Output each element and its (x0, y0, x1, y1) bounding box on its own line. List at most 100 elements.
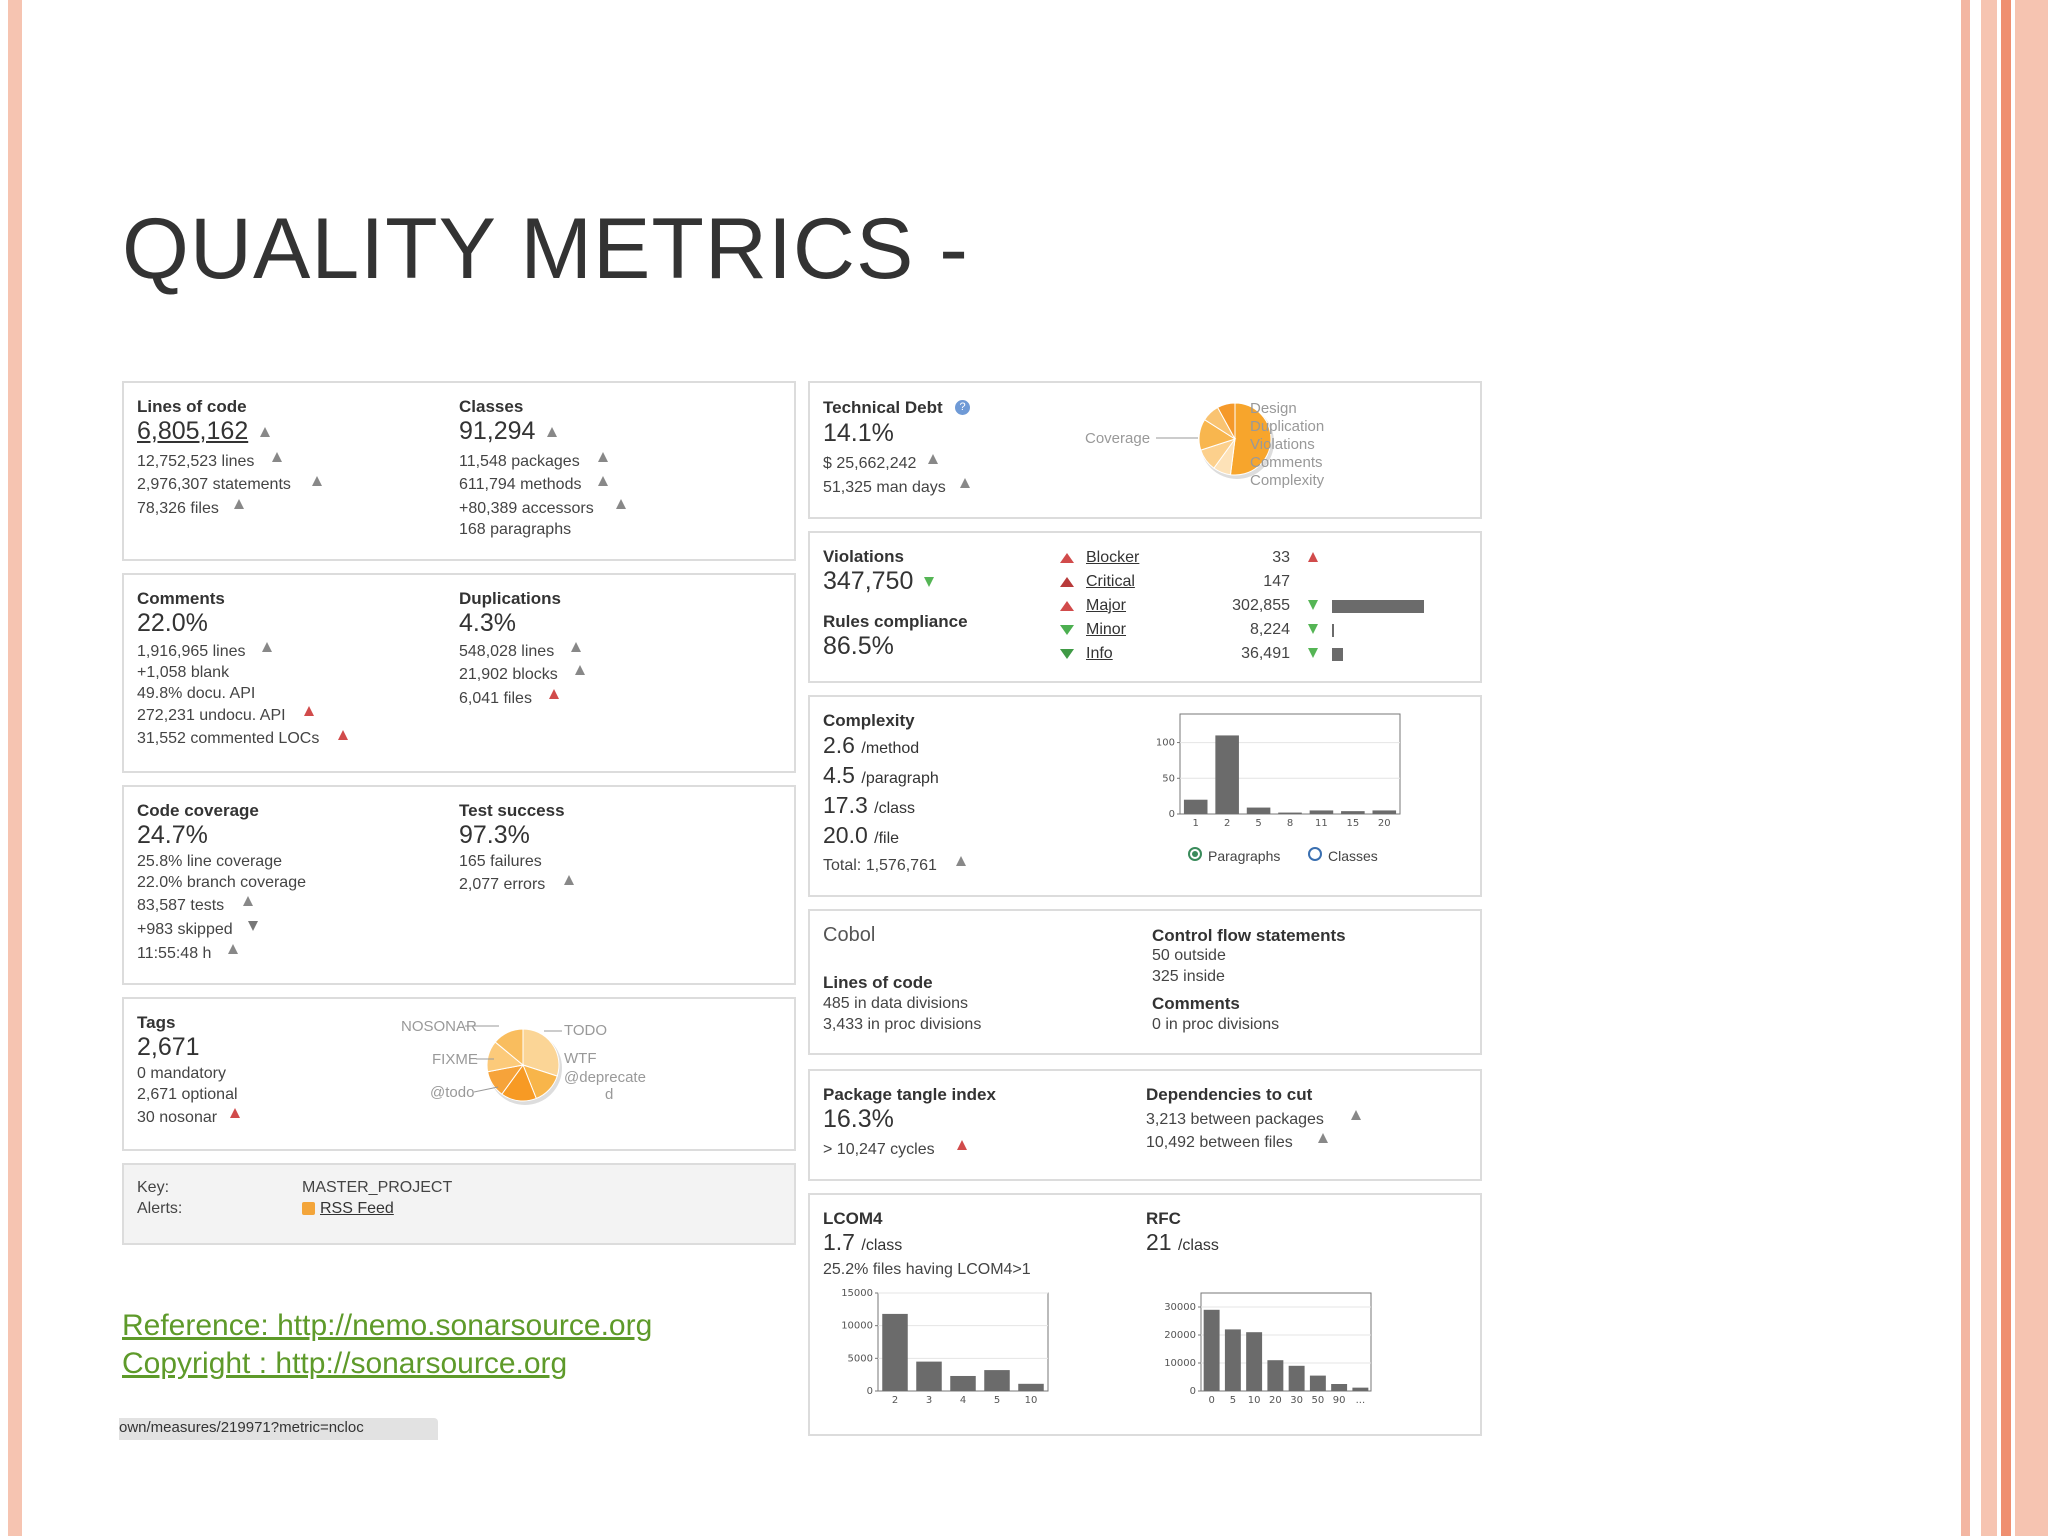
pie-label-nosonar: NOSONAR (401, 1018, 477, 1035)
x-tick-label: 30 (1290, 1395, 1303, 1406)
trend-down-green-icon (924, 577, 934, 587)
trend-up-icon (234, 499, 244, 509)
trend-down-green-icon (1308, 648, 1318, 658)
cobol-data-div: 485 in data divisions (823, 995, 968, 1012)
pie-label-duplication: Duplication (1250, 418, 1324, 435)
trend-up-icon (564, 875, 574, 885)
complexity-distribution-chart: 0 50 100 1 2 5 8 11 15 20 (1156, 713, 1401, 829)
browser-status-bar: own/measures/219971?metric=ncloc (119, 1418, 438, 1440)
trend-up-icon (547, 427, 557, 437)
loc-value[interactable]: 6,805,162 (137, 417, 249, 445)
key-label: Key: (137, 1179, 170, 1196)
y-tick-label: 20000 (1164, 1330, 1196, 1341)
tags-pie-chart: NOSONAR FIXME @todo TODO WTF @deprecate … (401, 1018, 646, 1105)
severity-major-link[interactable]: Major (1086, 597, 1127, 614)
right-border-stripe-1 (1961, 0, 1970, 1536)
severity-minor-bar (1332, 624, 1334, 637)
coverage-time: 11:55:48 h (137, 945, 212, 962)
bar-10 (1246, 1332, 1263, 1391)
tangle-panel: Package tangle index 16.3% > 10,247 cycl… (808, 1069, 1482, 1181)
y-tick-label: 0 (1190, 1386, 1196, 1397)
severity-minor-icon (1060, 625, 1074, 635)
cobol-proc-div: 3,433 in proc divisions (823, 1016, 982, 1033)
tangle-cycles: > 10,247 cycles (823, 1141, 935, 1158)
radio-dot (1192, 851, 1198, 857)
lcom-label: LCOM4 (823, 1209, 883, 1228)
trend-up-icon (598, 476, 608, 486)
bar-3 (916, 1361, 942, 1391)
test-success-value: 97.3% (459, 821, 530, 849)
trend-up-icon (312, 476, 322, 486)
comments-value: 22.0% (137, 609, 208, 637)
rss-feed-link[interactable]: RSS Feed (320, 1200, 394, 1217)
severity-minor-link[interactable]: Minor (1086, 621, 1127, 638)
severity-critical-icon (1060, 577, 1074, 587)
lcom4-distribution-chart: 0 5000 10000 15000 2 3 4 5 10 (841, 1288, 1049, 1406)
rfc-distribution-chart: 0 10000 20000 30000 0 5 10 20 30 50 90... (1164, 1292, 1372, 1406)
loc-statements: 2,976,307 statements (137, 476, 291, 493)
loc-label: Lines of code (137, 397, 247, 416)
y-tick-label: 15000 (841, 1288, 873, 1299)
right-border-stripe-2 (1981, 0, 1997, 1536)
bar-5 (1246, 807, 1271, 814)
severity-info-link[interactable]: Info (1086, 645, 1113, 662)
tangle-value: 16.3% (823, 1105, 894, 1133)
pie-label-todo-at: @todo (430, 1084, 474, 1101)
copyright-link[interactable]: Copyright : http://sonarsource.org (122, 1347, 568, 1380)
x-tick-label: 0 (1208, 1395, 1214, 1406)
comments-panel: Comments 22.0% 1,916,965 lines +1,058 bl… (122, 573, 796, 773)
pie-slice-todo (522, 1028, 560, 1077)
alerts-label: Alerts: (137, 1200, 183, 1217)
duplications-files: 6,041 files (459, 690, 532, 707)
project-panel: Key: MASTER_PROJECT Alerts: RSS Feed (122, 1163, 796, 1245)
severity-blocker-link[interactable]: Blocker (1086, 549, 1140, 566)
trend-up-red-icon (338, 730, 348, 740)
reference-link[interactable]: Reference: http://nemo.sonarsource.org (122, 1309, 653, 1342)
pie-label-deprecated-1: @deprecate (564, 1069, 646, 1086)
bar-5 (984, 1370, 1010, 1391)
lcom-rfc-panel: LCOM4 1.7 /class 25.2% files having LCOM… (808, 1193, 1482, 1436)
x-tick-label: 20 (1269, 1395, 1282, 1406)
x-tick-label: 5 (1255, 818, 1261, 829)
radio-paragraphs-label: Paragraphs (1208, 848, 1281, 864)
cobol-comments-label: Comments (1152, 994, 1240, 1013)
x-tick-label: 50 (1312, 1395, 1325, 1406)
tangle-label: Package tangle index (823, 1085, 996, 1104)
trend-up-icon (928, 454, 938, 464)
x-tick-label: 11 (1315, 818, 1328, 829)
trend-up-icon (262, 642, 272, 652)
cobol-comments-proc: 0 in proc divisions (1152, 1016, 1280, 1033)
violations-panel: Violations 347,750 Rules compliance 86.5… (808, 531, 1482, 683)
complexity-paragraph: 4.5 /paragraph (823, 762, 939, 788)
y-tick-label: 0 (867, 1386, 873, 1397)
radio-classes[interactable] (1308, 847, 1322, 861)
severity-blocker-icon (1060, 553, 1074, 563)
violations-value: 347,750 (823, 567, 914, 595)
test-success-label: Test success (459, 801, 565, 820)
classes-packages: 11,548 packages (459, 453, 580, 470)
cobol-panel: Cobol Lines of code 485 in data division… (808, 909, 1482, 1055)
severity-major-icon (1060, 601, 1074, 611)
violations-label: Violations (823, 547, 904, 566)
severity-critical-link[interactable]: Critical (1086, 573, 1135, 590)
pie-label-todo: TODO (564, 1022, 607, 1039)
x-tick-label: 10 (1248, 1395, 1261, 1406)
rss-icon (302, 1202, 315, 1215)
x-tick-label: 3 (926, 1395, 932, 1406)
radio-paragraphs[interactable] (1188, 847, 1202, 861)
trend-up-icon (260, 427, 270, 437)
bar-8 (1278, 812, 1302, 814)
plot-area (1179, 713, 1401, 815)
key-value: MASTER_PROJECT (302, 1179, 453, 1196)
lcom-files: 25.2% files having LCOM4>1 (823, 1261, 1031, 1278)
trend-down-green-icon (1308, 624, 1318, 634)
bar-90 (1331, 1384, 1348, 1391)
trend-up-icon (598, 452, 608, 462)
pie-label-coverage: Coverage (1085, 430, 1150, 447)
cobol-loc-label: Lines of code (823, 973, 933, 992)
loc-files: 78,326 files (137, 500, 219, 517)
help-icon[interactable]: ? (955, 400, 970, 415)
pie-label-comments: Comments (1250, 454, 1323, 471)
pie-slice-complexity (1216, 402, 1236, 440)
bar-4 (950, 1375, 976, 1391)
